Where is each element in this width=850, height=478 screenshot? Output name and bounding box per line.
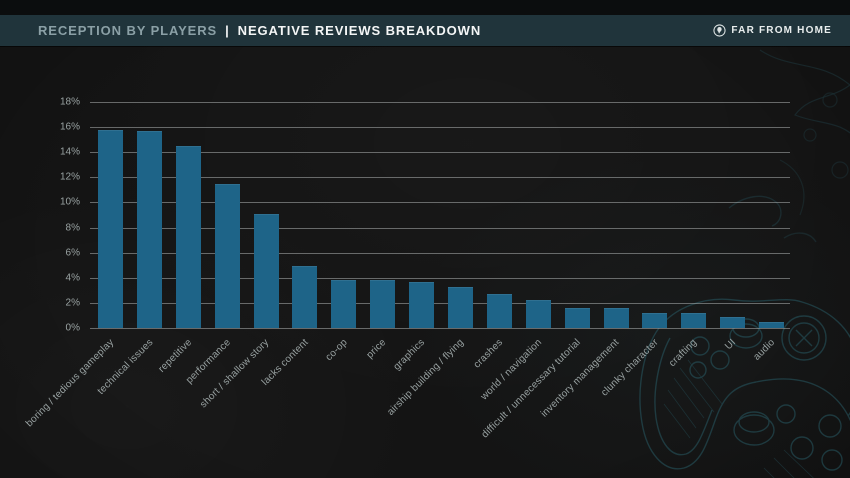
x-axis-tick-label: crashes xyxy=(471,337,506,371)
x-axis-tick-label: inventory management xyxy=(539,337,622,420)
bar-inventory management xyxy=(603,307,629,328)
y-axis-tick-label: 0% xyxy=(65,322,80,334)
brand-logo: FAR FROM HOME xyxy=(713,24,832,37)
bar-difficult / unnecessary tutorial xyxy=(564,307,590,328)
y-axis-tick-label: 10% xyxy=(59,196,80,208)
y-axis-tick-label: 18% xyxy=(59,96,80,108)
bar-technical issues xyxy=(136,130,162,328)
gridline-4% xyxy=(90,277,790,279)
header-breadcrumb: RECEPTION BY PLAYERS | NEGATIVE REVIEWS … xyxy=(38,23,481,38)
header-section-label: RECEPTION BY PLAYERS xyxy=(38,23,218,38)
bar-price xyxy=(370,280,396,328)
y-axis-tick-label: 4% xyxy=(65,272,80,284)
top-strip xyxy=(0,0,850,15)
y-axis-tick-label: 14% xyxy=(59,146,80,158)
gridline-18% xyxy=(90,102,790,103)
header-band: RECEPTION BY PLAYERS | NEGATIVE REVIEWS … xyxy=(0,15,850,46)
y-axis-tick-label: 6% xyxy=(65,247,80,259)
bar-airship building / flying xyxy=(447,286,473,328)
tentacle-sketch xyxy=(759,49,850,216)
bar-chart: 0% 2% 4% 6% 8% 10% 12% 14% 16% 18% boring / tediou… xyxy=(24,97,790,440)
y-axis-tick-label: 2% xyxy=(65,297,80,309)
bar-crashes xyxy=(486,294,512,328)
bar-short / shallow story xyxy=(253,213,279,328)
gridline-14% xyxy=(90,152,790,154)
x-axis-tick-label: graphics xyxy=(391,337,428,373)
gridline-0% xyxy=(90,328,790,329)
far-from-home-logo-icon xyxy=(713,24,726,37)
bar-co-op xyxy=(331,280,357,328)
bar-clunky character xyxy=(642,312,668,328)
x-axis-tick-label: repetitive xyxy=(156,337,194,375)
bar-repetitive xyxy=(175,145,201,328)
x-axis-tick-label: price xyxy=(364,337,389,361)
gridline-8% xyxy=(90,227,790,229)
brand-name: FAR FROM HOME xyxy=(731,25,832,36)
x-axis-tick-label: short / shallow story xyxy=(198,337,272,411)
header-divider: | xyxy=(225,23,230,38)
gridline-10% xyxy=(90,202,790,204)
gridline-2% xyxy=(90,302,790,304)
y-axis-tick-label: 8% xyxy=(65,222,80,234)
bar-audio xyxy=(759,321,785,328)
gridline-12% xyxy=(90,177,790,179)
bar-performance xyxy=(214,183,240,328)
x-axis-tick-label: airship building / flying xyxy=(385,337,467,418)
bar-UI xyxy=(720,316,746,328)
bar-boring / tedious gameplay xyxy=(97,129,123,328)
x-axis-tick-label: co-op xyxy=(323,337,350,364)
y-axis-tick-label: 16% xyxy=(59,121,80,133)
gridline-16% xyxy=(90,127,790,129)
bar-world / navigation xyxy=(525,300,551,328)
bar-graphics xyxy=(409,281,435,328)
bar-crafting xyxy=(681,312,707,328)
bar-lacks content xyxy=(292,266,318,328)
page-title: NEGATIVE REVIEWS BREAKDOWN xyxy=(237,23,482,38)
y-axis-tick-label: 12% xyxy=(59,171,80,183)
gridline-6% xyxy=(90,252,790,254)
